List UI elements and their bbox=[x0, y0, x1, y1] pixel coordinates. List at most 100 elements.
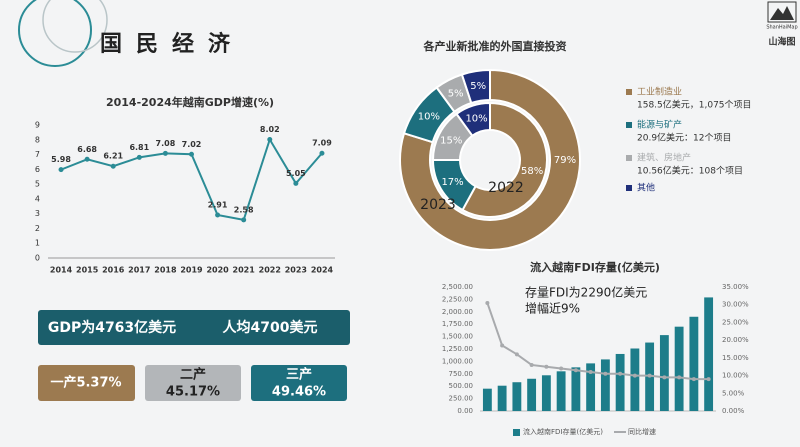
segment-label: 10% bbox=[465, 114, 487, 125]
growth-point bbox=[647, 373, 652, 378]
legend-note: 158.5亿美元，1,075个项目 bbox=[637, 99, 752, 111]
point bbox=[241, 217, 247, 223]
y2-tick-label: 20.00% bbox=[722, 336, 749, 344]
legend-swatch bbox=[626, 89, 632, 95]
y2-tick-label: 5.00% bbox=[722, 389, 745, 397]
ring-label: 2022 bbox=[488, 180, 524, 196]
growth-point bbox=[500, 343, 505, 348]
legend-swatch bbox=[513, 429, 520, 436]
bar bbox=[541, 375, 551, 411]
logo-frame bbox=[767, 1, 797, 23]
segment-label: 79% bbox=[554, 155, 576, 166]
x-tick-label: 2014 bbox=[50, 266, 73, 275]
bar bbox=[674, 326, 684, 411]
x-tick-label: 2015 bbox=[76, 266, 99, 275]
bar bbox=[704, 297, 714, 411]
growth-point bbox=[618, 371, 623, 376]
chart-title: 2014-2024年越南GDP增速(%) bbox=[106, 95, 274, 109]
y-tick-label: 1,000.00 bbox=[442, 357, 473, 365]
y-tick-label: 0 bbox=[35, 254, 40, 263]
segment-label: 5% bbox=[470, 81, 486, 92]
growth-point bbox=[706, 377, 711, 382]
x-tick-label: 2016 bbox=[102, 266, 125, 275]
value-label: 5.05 bbox=[286, 169, 306, 178]
point bbox=[58, 167, 64, 173]
bar bbox=[571, 367, 581, 411]
growth-point bbox=[677, 375, 682, 380]
y2-tick-label: 15.00% bbox=[722, 354, 749, 362]
y-tick-label: 6 bbox=[35, 165, 40, 174]
x-tick-label: 2020 bbox=[206, 266, 229, 275]
growth-point bbox=[485, 300, 490, 305]
value-label: 7.08 bbox=[156, 139, 176, 148]
y2-tick-label: 35.00% bbox=[722, 283, 749, 291]
y-tick-label: 2,500.00 bbox=[442, 283, 473, 291]
y-tick-label: 8 bbox=[35, 135, 40, 144]
segment-label: 10% bbox=[418, 111, 440, 122]
logo-mountain bbox=[770, 6, 794, 20]
tertiary-value: 49.46% bbox=[272, 385, 326, 400]
point bbox=[110, 163, 116, 169]
point bbox=[215, 212, 221, 218]
chart-title: 流入越南FDI存量(亿美元) bbox=[530, 260, 660, 274]
gdp-line bbox=[60, 137, 323, 222]
primary-text: 一产5.37% bbox=[50, 375, 121, 391]
value-label: 8.02 bbox=[260, 125, 280, 134]
deco-circle bbox=[18, 0, 92, 67]
bar bbox=[527, 378, 537, 411]
bar bbox=[482, 388, 492, 411]
bar bbox=[556, 371, 566, 411]
y-tick-label: 1 bbox=[35, 239, 40, 248]
point bbox=[319, 150, 325, 156]
legend-label: 工业制造业 bbox=[637, 86, 682, 98]
deco-circle bbox=[42, 0, 108, 53]
bar bbox=[630, 348, 640, 411]
logo-cn: 山海图 bbox=[768, 36, 795, 48]
ring-label: 2023 bbox=[420, 197, 456, 213]
segment-label: 5% bbox=[448, 88, 464, 99]
y-tick-label: 750.00 bbox=[449, 370, 474, 378]
point bbox=[189, 151, 194, 157]
y-tick-label: 5 bbox=[35, 180, 40, 189]
segment-label: 17% bbox=[441, 177, 463, 188]
growth-point bbox=[588, 370, 593, 375]
y-tick-label: 4 bbox=[35, 194, 40, 203]
secondary-label: 二产 bbox=[180, 367, 206, 383]
per-capita-text: 人均4700美元 bbox=[223, 319, 318, 336]
y-tick-label: 0.00 bbox=[457, 407, 473, 415]
tertiary-box bbox=[251, 365, 347, 401]
x-tick-label: 2022 bbox=[259, 266, 281, 275]
legend-swatch bbox=[626, 155, 632, 161]
donut-segment bbox=[461, 101, 548, 218]
segment-label: 15% bbox=[440, 135, 462, 146]
y-tick-label: 1,750.00 bbox=[442, 320, 473, 328]
y-tick-label: 3 bbox=[35, 209, 40, 218]
y-tick-label: 2 bbox=[35, 224, 40, 233]
secondary-box bbox=[145, 365, 241, 401]
segment-label: 58% bbox=[521, 166, 543, 177]
point bbox=[293, 180, 299, 186]
growth-point bbox=[559, 366, 564, 371]
secondary-value: 45.17% bbox=[166, 385, 220, 400]
y2-tick-label: 30.00% bbox=[722, 301, 749, 309]
y-tick-label: 2,250.00 bbox=[442, 295, 473, 303]
bar bbox=[586, 363, 596, 411]
x-tick-label: 2021 bbox=[233, 266, 256, 275]
legend-swatch bbox=[626, 122, 632, 128]
value-label: 6.81 bbox=[129, 143, 149, 152]
y-tick-label: 250.00 bbox=[449, 395, 474, 403]
growth-point bbox=[632, 373, 637, 378]
y-tick-label: 1,500.00 bbox=[442, 333, 473, 341]
donut-segment bbox=[399, 68, 581, 251]
value-label: 5.98 bbox=[51, 155, 71, 164]
growth-point bbox=[662, 375, 667, 380]
gdp-banner bbox=[38, 310, 350, 345]
growth-point bbox=[691, 377, 696, 382]
bar bbox=[615, 353, 625, 411]
primary-box bbox=[38, 365, 135, 401]
donut-segment bbox=[460, 68, 491, 105]
value-label: 2.58 bbox=[234, 205, 254, 214]
growth-point bbox=[529, 362, 534, 367]
bar bbox=[512, 382, 522, 411]
legend-swatch bbox=[626, 185, 632, 191]
